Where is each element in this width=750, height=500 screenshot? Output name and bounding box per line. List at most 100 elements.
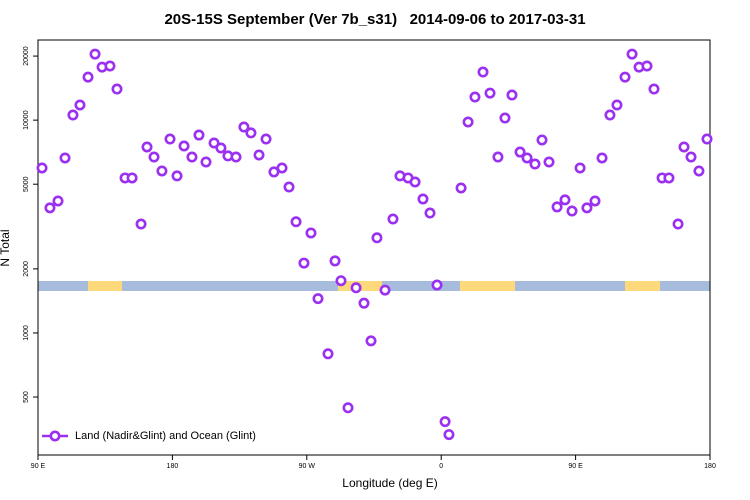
land-segment bbox=[625, 281, 660, 291]
point bbox=[574, 162, 586, 174]
point bbox=[619, 71, 631, 83]
point bbox=[89, 48, 101, 60]
x-axis-title: Longitude (deg E) bbox=[342, 476, 437, 490]
point bbox=[648, 83, 660, 95]
point bbox=[215, 142, 227, 154]
point bbox=[596, 152, 608, 164]
point bbox=[111, 83, 123, 95]
legend-marker bbox=[49, 430, 61, 442]
point bbox=[477, 66, 489, 78]
point bbox=[663, 172, 675, 184]
point bbox=[611, 99, 623, 111]
point bbox=[371, 232, 383, 244]
point bbox=[156, 165, 168, 177]
x-tick-label: 90 E bbox=[31, 463, 46, 470]
point bbox=[678, 141, 690, 153]
point bbox=[566, 205, 578, 217]
point bbox=[104, 60, 116, 72]
x-tick-label: 90 E bbox=[568, 463, 583, 470]
point bbox=[581, 202, 593, 214]
point bbox=[536, 134, 548, 146]
point bbox=[379, 284, 391, 296]
point bbox=[589, 195, 601, 207]
y-axis-title: N Total bbox=[0, 229, 12, 266]
point bbox=[365, 335, 377, 347]
point bbox=[322, 348, 334, 360]
point bbox=[230, 151, 242, 163]
point bbox=[283, 181, 295, 193]
point bbox=[431, 279, 443, 291]
point bbox=[200, 156, 212, 168]
point bbox=[701, 133, 713, 145]
point bbox=[350, 282, 362, 294]
point bbox=[417, 193, 429, 205]
point bbox=[342, 402, 354, 414]
point bbox=[506, 89, 518, 101]
point bbox=[492, 151, 504, 163]
x-tick-label: 180 bbox=[704, 463, 716, 470]
point bbox=[178, 140, 190, 152]
point bbox=[387, 213, 399, 225]
point bbox=[171, 170, 183, 182]
land-segment bbox=[460, 281, 515, 291]
point bbox=[329, 255, 341, 267]
legend-label: Land (Nadir&Glint) and Ocean (Glint) bbox=[75, 430, 256, 442]
point bbox=[135, 218, 147, 230]
point bbox=[52, 195, 64, 207]
point bbox=[514, 146, 526, 158]
point bbox=[268, 166, 280, 178]
y-tick-label: 10000 bbox=[23, 110, 30, 130]
point bbox=[543, 156, 555, 168]
point bbox=[298, 257, 310, 269]
point bbox=[186, 151, 198, 163]
plot-frame bbox=[37, 39, 711, 456]
point bbox=[439, 416, 451, 428]
x-tick-label: 0 bbox=[439, 463, 443, 470]
point bbox=[521, 152, 533, 164]
point bbox=[358, 297, 370, 309]
point bbox=[499, 112, 511, 124]
point bbox=[59, 152, 71, 164]
point bbox=[312, 293, 324, 305]
y-tick-label: 5000 bbox=[23, 176, 30, 192]
point bbox=[208, 137, 220, 149]
point bbox=[238, 121, 250, 133]
point bbox=[193, 129, 205, 141]
x-tick-label: 90 W bbox=[299, 463, 316, 470]
point bbox=[469, 91, 481, 103]
point bbox=[641, 60, 653, 72]
point bbox=[551, 201, 563, 213]
point bbox=[126, 172, 138, 184]
land-segment bbox=[88, 281, 122, 291]
point bbox=[141, 141, 153, 153]
point bbox=[443, 429, 455, 441]
point bbox=[462, 116, 474, 128]
point bbox=[74, 99, 86, 111]
point bbox=[260, 133, 272, 145]
point bbox=[529, 158, 541, 170]
y-tick-label: 20000 bbox=[23, 46, 30, 66]
y-tick-label: 2000 bbox=[23, 261, 30, 277]
point bbox=[626, 48, 638, 60]
point bbox=[424, 207, 436, 219]
point bbox=[253, 149, 265, 161]
point bbox=[455, 182, 467, 194]
point bbox=[604, 109, 616, 121]
point bbox=[276, 162, 288, 174]
point bbox=[693, 165, 705, 177]
point bbox=[484, 87, 496, 99]
point bbox=[672, 218, 684, 230]
point bbox=[305, 227, 317, 239]
point bbox=[685, 151, 697, 163]
point bbox=[44, 202, 56, 214]
point bbox=[148, 151, 160, 163]
point bbox=[164, 133, 176, 145]
y-tick-label: 1000 bbox=[23, 325, 30, 341]
y-tick-label: 500 bbox=[23, 391, 30, 403]
point bbox=[409, 176, 421, 188]
point bbox=[82, 71, 94, 83]
point bbox=[245, 127, 257, 139]
point bbox=[559, 194, 571, 206]
point bbox=[290, 216, 302, 228]
